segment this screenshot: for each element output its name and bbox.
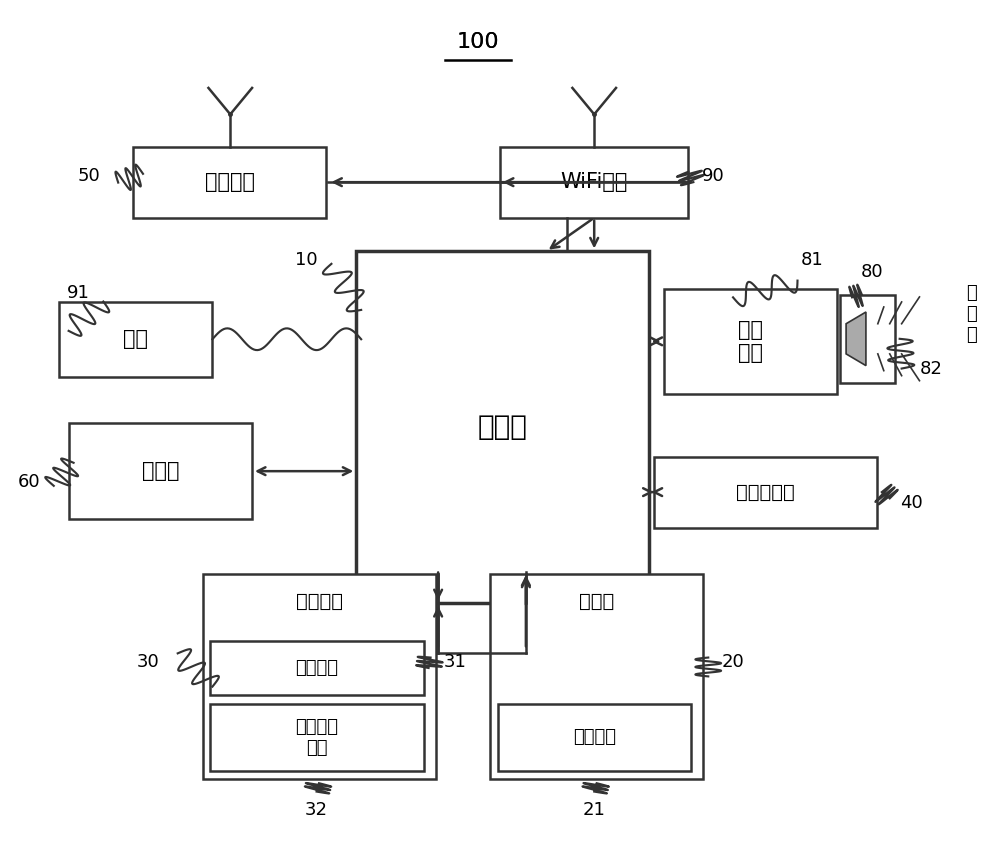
Text: 其他输入
设备: 其他输入 设备 — [296, 717, 339, 756]
Text: 位置传感器: 位置传感器 — [736, 482, 795, 502]
Polygon shape — [846, 312, 866, 365]
Text: 30: 30 — [137, 653, 159, 671]
Text: 82: 82 — [920, 360, 943, 377]
Text: 10: 10 — [295, 250, 318, 269]
Text: 处理器: 处理器 — [478, 413, 527, 441]
Bar — [840, 295, 895, 382]
Bar — [654, 457, 877, 528]
Text: 显示屏: 显示屏 — [579, 592, 614, 611]
Text: 50: 50 — [77, 167, 100, 185]
Bar — [498, 704, 691, 771]
Bar — [356, 251, 649, 603]
Bar — [664, 289, 837, 393]
Text: WiFi模块: WiFi模块 — [561, 173, 628, 192]
Text: 91: 91 — [67, 284, 90, 302]
Bar — [59, 301, 212, 377]
Bar — [210, 640, 424, 695]
Bar — [490, 574, 703, 779]
Text: 射频模块: 射频模块 — [205, 173, 255, 192]
Text: 80: 80 — [861, 263, 883, 281]
Text: 40: 40 — [900, 493, 923, 512]
Text: 21: 21 — [583, 801, 606, 819]
Text: 存储器: 存储器 — [142, 461, 179, 481]
Text: 扬
声
器: 扬 声 器 — [966, 284, 976, 344]
Text: 触控面板: 触控面板 — [296, 659, 339, 677]
Text: 电源: 电源 — [123, 329, 148, 349]
Bar — [69, 423, 252, 519]
Text: 20: 20 — [722, 653, 744, 671]
Text: 31: 31 — [444, 653, 467, 671]
Text: 60: 60 — [18, 473, 40, 491]
Text: 显示面板: 显示面板 — [573, 728, 616, 746]
Text: 输入单元: 输入单元 — [296, 592, 343, 611]
Bar — [210, 704, 424, 771]
Bar — [500, 146, 688, 217]
Text: 100: 100 — [457, 32, 499, 52]
Text: 100: 100 — [457, 32, 499, 52]
Bar — [133, 146, 326, 217]
Text: 32: 32 — [305, 801, 328, 819]
Text: 81: 81 — [801, 250, 824, 269]
Bar — [203, 574, 436, 779]
Text: 90: 90 — [702, 167, 725, 185]
Text: 音频
电路: 音频 电路 — [738, 320, 763, 363]
